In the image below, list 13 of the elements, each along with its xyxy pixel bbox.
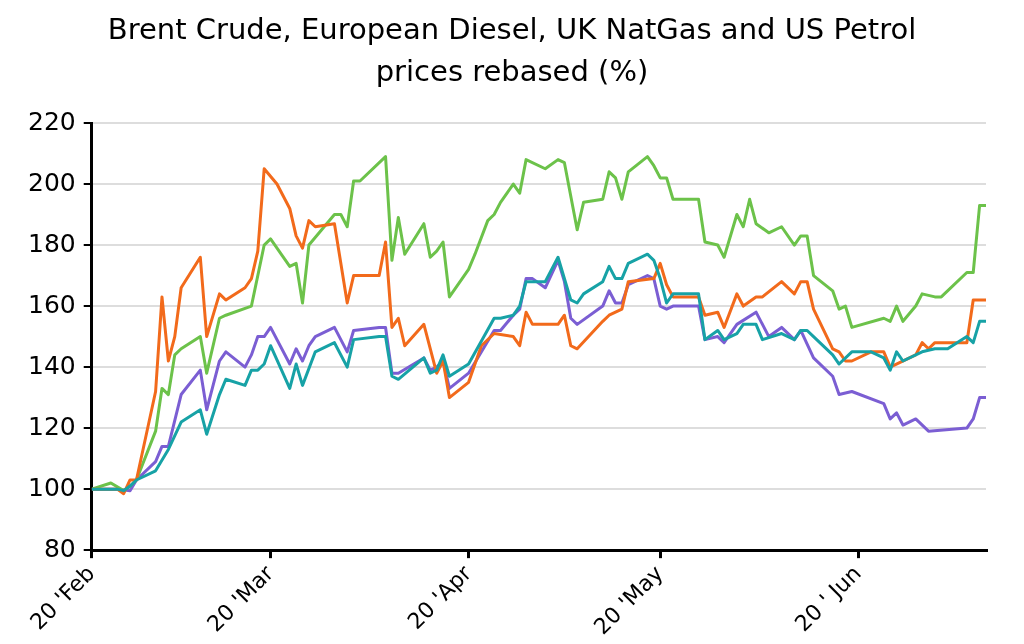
y-tick-label: 160 bbox=[28, 289, 76, 319]
x-tick-label: 20 'Apr bbox=[402, 559, 477, 635]
y-tick-label: 100 bbox=[28, 472, 76, 502]
y-tick-label: 140 bbox=[28, 350, 76, 380]
x-tick-label: 20 'Mar bbox=[202, 559, 279, 637]
y-tick-label: 220 bbox=[28, 106, 76, 136]
y-tick-label: 180 bbox=[28, 228, 76, 258]
chart-title: Brent Crude, European Diesel, UK NatGas and US Petrol prices rebased (%) bbox=[106, 11, 918, 90]
y-tick-label: 80 bbox=[43, 533, 76, 563]
y-tick-label: 120 bbox=[28, 411, 76, 441]
x-tick-label: 20 ' Jun bbox=[789, 560, 866, 637]
x-tick-label: 20 'Feb bbox=[25, 560, 100, 635]
y-tick-label: 200 bbox=[28, 167, 76, 197]
